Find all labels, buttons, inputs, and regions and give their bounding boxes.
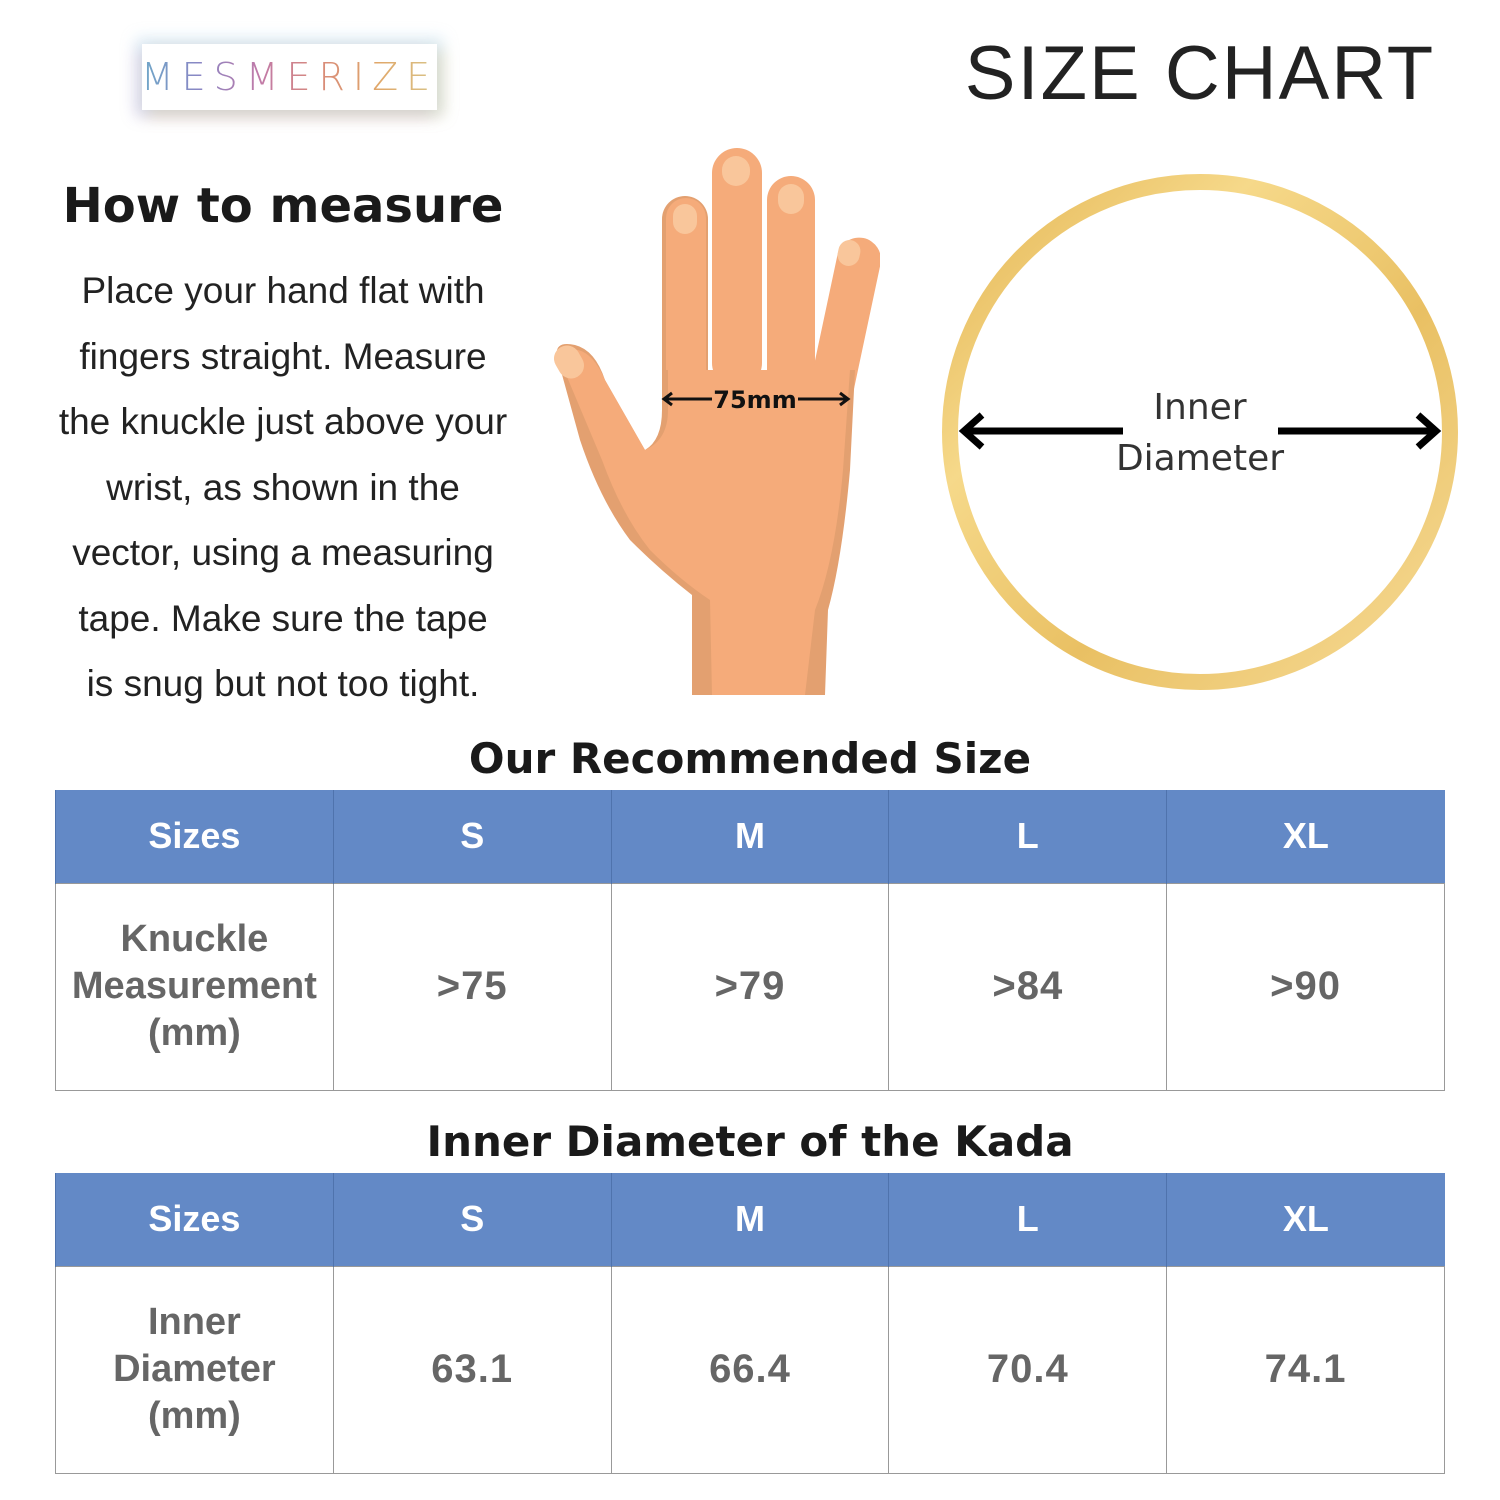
recommended-size-table: Sizes S M L XL Knuckle Measurement (mm) >7… (55, 790, 1445, 1091)
instruction-line: Place your hand flat with (81, 270, 485, 311)
value-cell: >79 (610, 882, 890, 1091)
table-row: Knuckle Measurement (mm) >75 >79 >84 >90 (55, 882, 1445, 1091)
table-header-row: Sizes S M L XL (55, 1173, 1445, 1266)
header-cell: M (610, 1173, 889, 1266)
page-title: SIZE CHART (964, 31, 1436, 116)
how-to-heading: How to measure (62, 178, 504, 234)
brand-logo: MESMERIZE (140, 44, 439, 110)
instruction-line: vector, using a measuring (72, 532, 494, 573)
table-header-row: Sizes S M L XL (55, 790, 1445, 883)
hand-illustration: 75mm (554, 148, 880, 695)
instruction-line: tape. Make sure the tape (78, 597, 488, 639)
ring-illustration (942, 174, 1458, 690)
header-cell: M (610, 790, 889, 883)
header-cell: L (888, 790, 1167, 883)
value-cell: >75 (332, 882, 612, 1091)
diameter-arrows-icon (958, 412, 1442, 450)
table-row: Inner Diameter (mm) 63.1 66.4 70.4 74.1 (55, 1265, 1445, 1474)
header-cell: S (332, 790, 612, 883)
value-cell: 74.1 (1166, 1265, 1445, 1474)
hand-measurement-label: 75mm (713, 386, 796, 414)
inner-diameter-title: Inner Diameter of the Kada (426, 1117, 1074, 1166)
brand-name: MESMERIZE (140, 55, 439, 99)
inner-diameter-table: Sizes S M L XL Inner Diameter (mm) 63.1 66… (55, 1173, 1445, 1474)
value-cell: 63.1 (332, 1265, 612, 1474)
inner-diameter-label: Inner Diameter (1100, 382, 1300, 484)
measurement-arrow-icon (661, 391, 851, 407)
value-cell: 66.4 (610, 1265, 890, 1474)
instruction-line: the knuckle just above your (58, 401, 508, 442)
how-to-instructions: Place your hand flat with fingers straig… (23, 258, 543, 717)
hand-icon (554, 148, 880, 695)
header-cell: S (332, 1173, 612, 1266)
value-cell: >84 (888, 882, 1168, 1091)
value-cell: >90 (1166, 882, 1445, 1091)
recommended-size-title: Our Recommended Size (468, 734, 1032, 783)
header-cell: XL (1166, 790, 1445, 883)
header-cell: L (888, 1173, 1167, 1266)
label-line: Diameter (1115, 438, 1285, 479)
instruction-line: wrist, as shown in the (106, 466, 460, 508)
header-cell: Sizes (55, 1173, 334, 1266)
ring-icon (942, 174, 1458, 690)
instruction-line: is snug but not too tight. (86, 663, 480, 704)
row-label: Knuckle Measurement (mm) (55, 882, 334, 1091)
header-cell: Sizes (55, 790, 334, 883)
label-line: Inner (1153, 387, 1247, 428)
header-cell: XL (1166, 1173, 1445, 1266)
instruction-line: fingers straight. Measure (79, 335, 487, 377)
value-cell: 70.4 (888, 1265, 1168, 1474)
row-label: Inner Diameter (mm) (55, 1265, 334, 1474)
